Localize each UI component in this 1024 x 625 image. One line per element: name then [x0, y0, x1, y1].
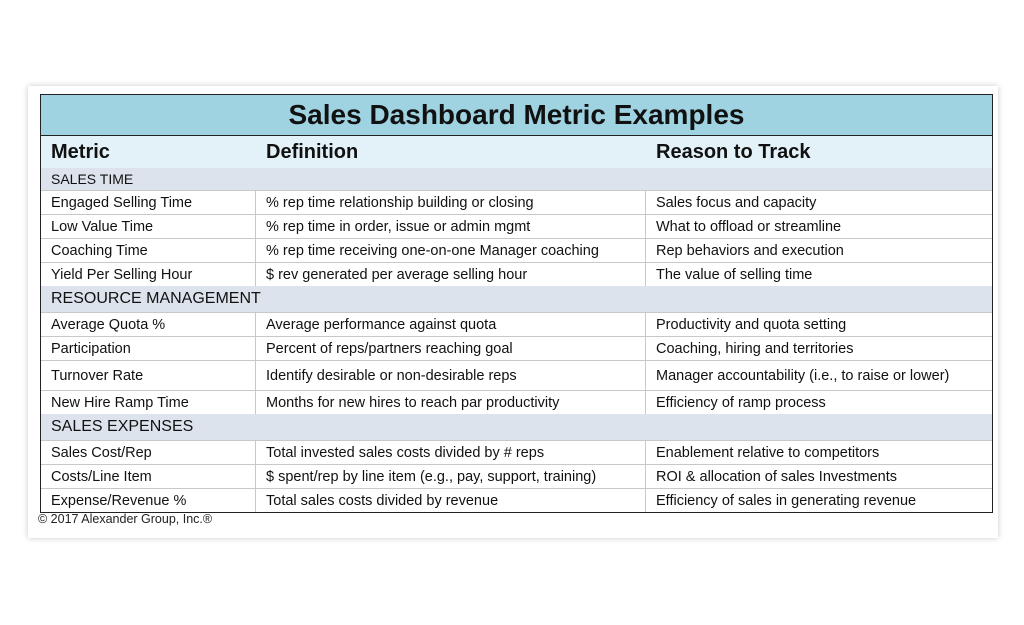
header-metric: Metric [41, 136, 256, 168]
definition-cell: Average performance against quota [256, 313, 646, 336]
definition-cell: Percent of reps/partners reaching goal [256, 337, 646, 360]
table-row: Turnover Rate Identify desirable or non-… [41, 360, 992, 390]
section-sales-expenses: SALES EXPENSES [41, 414, 992, 440]
section-sales-time: SALES TIME [41, 168, 992, 190]
table-row: Coaching Time % rep time receiving one-o… [41, 238, 992, 262]
metric-cell: Low Value Time [41, 215, 256, 238]
header-row: Metric Definition Reason to Track [41, 136, 992, 168]
definition-cell: Total invested sales costs divided by # … [256, 441, 646, 464]
table-row: Costs/Line Item $ spent/rep by line item… [41, 464, 992, 488]
definition-cell: % rep time in order, issue or admin mgmt [256, 215, 646, 238]
table-row: Engaged Selling Time % rep time relation… [41, 190, 992, 214]
metric-cell: Engaged Selling Time [41, 191, 256, 214]
reason-cell: The value of selling time [656, 266, 813, 283]
reason-cell: Enablement relative to competitors [656, 444, 880, 461]
table-row: New Hire Ramp Time Months for new hires … [41, 390, 992, 414]
section-resource-management: RESOURCE MANAGEMENT [41, 286, 992, 312]
metric-cell: Participation [41, 337, 256, 360]
definition-cell: % rep time relationship building or clos… [256, 191, 646, 214]
table-row: Yield Per Selling Hour $ rev generated p… [41, 262, 992, 286]
reason-cell: Sales focus and capacity [656, 194, 817, 211]
reason-cell: ROI & allocation of sales Investments [656, 468, 897, 485]
reason-cell: Coaching, hiring and territories [656, 340, 854, 357]
metric-cell: Expense/Revenue % [41, 489, 256, 512]
table-row: Expense/Revenue % Total sales costs divi… [41, 488, 992, 512]
reason-cell: Productivity and quota setting [656, 316, 847, 333]
definition-cell: Months for new hires to reach par produc… [256, 391, 646, 414]
table-title: Sales Dashboard Metric Examples [41, 95, 992, 136]
metric-cell: Turnover Rate [41, 361, 256, 390]
metric-cell: New Hire Ramp Time [41, 391, 256, 414]
metric-cell: Sales Cost/Rep [41, 441, 256, 464]
metric-cell: Yield Per Selling Hour [41, 263, 256, 286]
metric-cell: Costs/Line Item [41, 465, 256, 488]
definition-cell: Identify desirable or non-desirable reps [256, 361, 646, 390]
header-definition: Definition [256, 136, 646, 168]
metric-cell: Coaching Time [41, 239, 256, 262]
definition-cell: Total sales costs divided by revenue [256, 489, 646, 512]
reason-cell: Manager accountability (i.e., to raise o… [656, 367, 950, 384]
definition-cell: $ spent/rep by line item (e.g., pay, sup… [256, 465, 646, 488]
metric-cell: Average Quota % [41, 313, 256, 336]
definition-cell: $ rev generated per average selling hour [256, 263, 646, 286]
header-reason: Reason to Track [656, 140, 811, 163]
table-row: Low Value Time % rep time in order, issu… [41, 214, 992, 238]
copyright-notice: © 2017 Alexander Group, Inc.® [38, 512, 213, 526]
reason-cell: Efficiency of sales in generating revenu… [656, 492, 917, 509]
dashboard-card: Sales Dashboard Metric Examples Metric D… [28, 86, 998, 538]
reason-cell: Efficiency of ramp process [656, 394, 826, 411]
definition-cell: % rep time receiving one-on-one Manager … [256, 239, 646, 262]
reason-cell: Rep behaviors and execution [656, 242, 844, 259]
metrics-table: Sales Dashboard Metric Examples Metric D… [40, 94, 993, 513]
table-row: Average Quota % Average performance agai… [41, 312, 992, 336]
table-row: Sales Cost/Rep Total invested sales cost… [41, 440, 992, 464]
table-row: Participation Percent of reps/partners r… [41, 336, 992, 360]
reason-cell: What to offload or streamline [656, 218, 842, 235]
